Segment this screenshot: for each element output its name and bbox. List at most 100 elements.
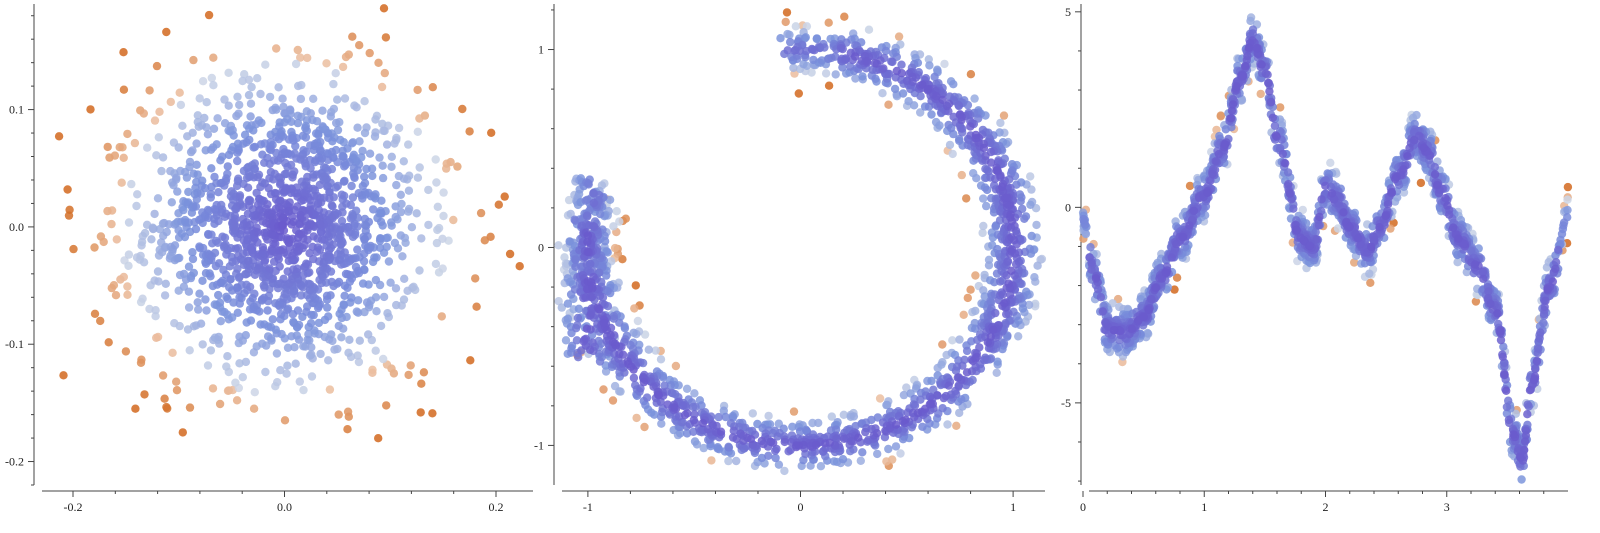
scatter-point <box>149 224 158 233</box>
scatter-point <box>904 97 913 106</box>
scatter-point <box>952 421 961 430</box>
scatter-point <box>376 234 385 243</box>
scatter-point <box>794 89 803 98</box>
scatter-point <box>152 61 162 71</box>
scatter-point <box>160 394 169 403</box>
scatter-point <box>178 121 187 130</box>
scatter-point <box>851 74 860 83</box>
scatter-point <box>589 198 598 208</box>
scatter-point <box>355 336 364 345</box>
scatter-point <box>150 209 159 219</box>
scatter-point <box>358 279 368 288</box>
scatter-point <box>214 259 224 268</box>
x-tick-label: -0.2 <box>64 500 83 514</box>
scatter-point <box>292 331 301 340</box>
scatter-point <box>279 188 288 197</box>
scatter-point <box>299 270 308 280</box>
scatter-point <box>644 345 653 354</box>
scatter-point <box>1453 258 1462 267</box>
scatter-point <box>1278 149 1288 159</box>
scatter-point <box>898 416 908 426</box>
scatter-point <box>407 223 417 232</box>
scatter-point <box>442 164 451 173</box>
scatter-point <box>957 170 966 180</box>
scatter-point <box>272 44 281 53</box>
scatter-point <box>323 303 332 312</box>
scatter-point <box>334 321 343 331</box>
scatter-point <box>1007 245 1017 254</box>
scatter-point <box>616 387 625 396</box>
scatter-point <box>1127 324 1137 333</box>
scatter-point <box>250 142 260 152</box>
scatter-point <box>480 236 489 245</box>
scatter-point <box>650 410 659 419</box>
scatter-point <box>972 174 981 183</box>
scatter-point <box>916 395 925 404</box>
scatter-point <box>966 122 975 131</box>
scatter-point <box>1540 302 1549 312</box>
scatter-point <box>898 89 908 98</box>
scatter-point <box>1211 157 1220 166</box>
scatter-point <box>327 330 336 339</box>
scatter-point <box>574 353 583 362</box>
scatter-point <box>235 359 244 368</box>
scatter-point <box>378 173 388 183</box>
scatter-point <box>1098 307 1108 316</box>
scatter-point <box>360 214 370 224</box>
scatter-point <box>699 443 708 453</box>
scatter-point <box>296 53 305 62</box>
y-tick-label: 0.0 <box>9 220 24 234</box>
scatter-point <box>971 271 980 280</box>
scatter-point <box>274 83 283 92</box>
scatter-point <box>119 48 128 57</box>
scatter-point <box>215 298 225 307</box>
scatter-point <box>618 350 628 359</box>
scatter-point <box>757 436 766 446</box>
scatter-point <box>624 359 633 369</box>
scatter-point <box>375 243 385 252</box>
scatter-point <box>394 171 404 181</box>
scatter-point <box>783 46 792 55</box>
scatter-point <box>785 30 794 39</box>
scatter-point <box>1383 200 1393 209</box>
scatter-point <box>1004 279 1013 288</box>
scatter-point <box>937 360 946 369</box>
scatter-point <box>172 386 182 395</box>
scatter-point <box>155 107 164 117</box>
scatter-point <box>194 305 203 314</box>
scatter-point <box>1311 227 1320 237</box>
scatter-point <box>412 209 421 218</box>
scatter-point <box>207 164 216 173</box>
scatter-point <box>222 362 231 371</box>
scatter-point <box>1500 370 1509 380</box>
scatter-point <box>299 342 308 351</box>
scatter-point <box>63 185 72 194</box>
scatter-point <box>139 258 149 267</box>
scatter-point <box>249 404 259 413</box>
scatter-point <box>179 205 188 215</box>
scatter-point <box>358 181 367 191</box>
scatter-point <box>1471 297 1481 306</box>
scatter-point <box>959 310 968 319</box>
scatter-point <box>224 68 233 78</box>
scatter-point <box>364 330 373 339</box>
scatter-point <box>992 166 1001 175</box>
scatter-point <box>1563 195 1572 204</box>
scatter-point <box>153 332 163 342</box>
scatter-point <box>220 181 229 190</box>
scatter-point <box>1499 342 1508 351</box>
scatter-point <box>232 181 242 191</box>
scatter-point <box>231 378 240 387</box>
scatter-point <box>571 216 580 225</box>
scatter-point <box>216 156 225 165</box>
scatter-point <box>353 351 362 360</box>
scatter-point <box>391 284 401 293</box>
scatter-point <box>191 202 201 211</box>
x-tick-label: 0.0 <box>277 500 292 514</box>
scatter-point <box>992 368 1001 377</box>
scatter-point <box>609 222 618 231</box>
scatter-point <box>358 146 367 156</box>
scatter-point <box>223 352 232 361</box>
scatter-point <box>1030 273 1039 282</box>
